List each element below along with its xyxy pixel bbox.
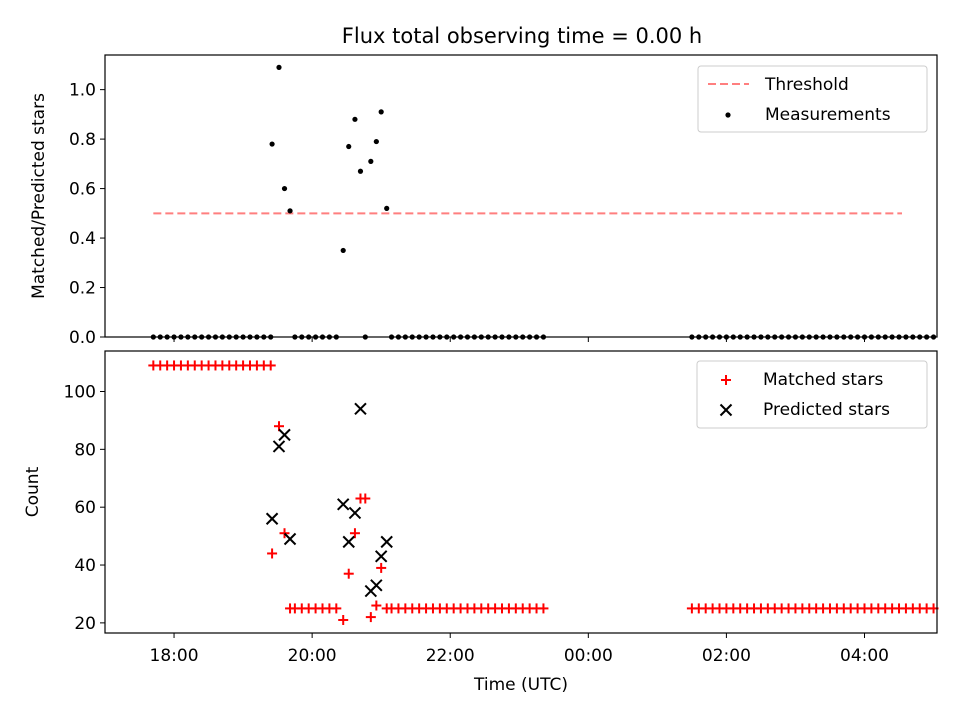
predicted-star-point — [354, 402, 367, 416]
legend-threshold-label: Threshold — [764, 75, 849, 95]
predicted-star-point-b — [342, 535, 355, 549]
matched-star-point — [376, 562, 387, 573]
predicted-star-point — [272, 440, 286, 453]
legend-predicted-swatch — [719, 403, 733, 417]
y-tick-label: 0.2 — [69, 279, 96, 299]
top-legend: Threshold Measurements — [697, 65, 928, 133]
matched-star-point — [265, 360, 276, 371]
predicted-star-point-b — [348, 506, 362, 520]
legend-measurements-swatch — [725, 112, 731, 118]
x-tick-label: 00:00 — [564, 646, 613, 666]
top-y-axis-label: Matched/Predicted stars — [29, 93, 49, 299]
matched-star-point — [331, 603, 342, 614]
x-tick-label: 04:00 — [840, 646, 889, 666]
measurement-point — [357, 168, 364, 174]
bottom-x-ticks: 18:00 20:00 22:00 00:00 02:00 04:00 — [150, 633, 889, 666]
measurement-point — [352, 116, 358, 122]
predicted-star-point-b — [380, 535, 393, 549]
predicted-star-point-b — [337, 498, 350, 511]
matched-star-point — [338, 614, 349, 625]
legend-predicted-label: Predicted stars — [763, 400, 890, 420]
matched-star-point — [267, 548, 278, 559]
measurement-point — [281, 185, 288, 192]
predicted-star-point — [374, 550, 388, 563]
predicted-star-point — [348, 506, 362, 520]
count-points — [148, 360, 939, 625]
x-axis-label: Time (UTC) — [473, 675, 568, 695]
bottom-legend-box — [696, 360, 928, 429]
bottom-y-axis-label: Count — [23, 466, 43, 517]
matched-star-point — [360, 493, 371, 504]
predicted-star-point-b — [265, 512, 279, 525]
predicted-star-point — [278, 428, 291, 442]
bottom-legend: Matched stars Predicted stars — [696, 360, 928, 429]
predicted-star-point-b — [354, 402, 367, 416]
measurement-point — [276, 64, 282, 70]
predicted-star-point-b — [278, 428, 291, 442]
predicted-star-point-b — [272, 440, 286, 453]
predicted-star-point — [370, 579, 383, 592]
matched-star-point — [538, 603, 549, 614]
x-tick-label: 20:00 — [288, 646, 337, 666]
bottom-axes-frame — [104, 350, 938, 634]
measurement-point — [378, 109, 384, 115]
x-tick-label: 18:00 — [150, 646, 199, 666]
matched-star-point — [285, 603, 296, 614]
predicted-star-point-b — [283, 532, 297, 546]
measurement-point — [346, 143, 352, 150]
predicted-star-point — [380, 535, 393, 549]
measurement-point — [384, 205, 390, 211]
y-tick-label: 60 — [74, 498, 96, 518]
predicted-star-point-b — [374, 550, 388, 563]
matched-star-point — [349, 528, 360, 539]
y-tick-label: 0.4 — [69, 229, 96, 249]
x-tick-label: 02:00 — [702, 646, 751, 666]
y-tick-label: 0.8 — [69, 130, 96, 150]
y-tick-label: 20 — [74, 614, 96, 634]
matched-star-point — [343, 568, 354, 579]
y-tick-label: 0.0 — [69, 328, 96, 348]
predicted-star-point — [342, 535, 355, 549]
legend-x-mark-b — [719, 403, 733, 417]
predicted-star-point-b — [370, 579, 383, 592]
legend-matched-label: Matched stars — [763, 370, 883, 390]
legend-x-mark — [719, 403, 733, 417]
legend-measurements-label: Measurements — [765, 105, 891, 125]
y-tick-label: 40 — [74, 556, 96, 576]
measurement-point — [368, 158, 374, 164]
y-tick-label: 80 — [74, 440, 96, 460]
panel-ratio: 0.0 0.2 0.4 0.6 0.8 1.0 Matched/Predicted sta… — [29, 54, 938, 348]
measurement-point — [269, 141, 275, 147]
measurement-point — [340, 247, 346, 254]
top-y-ticks: 0.0 0.2 0.4 0.6 0.8 1.0 — [69, 81, 105, 348]
y-tick-label: 1.0 — [69, 81, 96, 101]
predicted-star-point — [265, 512, 279, 525]
x-tick-label: 22:00 — [426, 646, 475, 666]
matched-star-point — [365, 612, 376, 623]
predicted-star-point — [283, 532, 297, 546]
top-axes-frame — [104, 54, 938, 338]
chart-title: Flux total observing time = 0.00 h — [342, 24, 702, 48]
matched-star-point — [371, 600, 382, 611]
top-legend-box — [697, 65, 928, 133]
y-tick-label: 0.6 — [69, 180, 96, 200]
panel-counts: 20 40 60 80 100 18:00 20:00 22:00 00:00 02:00 04:… — [23, 350, 939, 695]
legend-matched-swatch — [721, 375, 731, 385]
y-tick-label: 100 — [64, 382, 96, 402]
predicted-star-point — [337, 498, 350, 511]
measurement-point — [373, 138, 379, 145]
matched-star-point — [279, 528, 290, 539]
bottom-y-ticks: 20 40 60 80 100 — [64, 382, 105, 634]
measurement-point — [287, 208, 293, 214]
matched-star-point — [381, 603, 392, 614]
legend-plus-mark — [721, 375, 731, 385]
